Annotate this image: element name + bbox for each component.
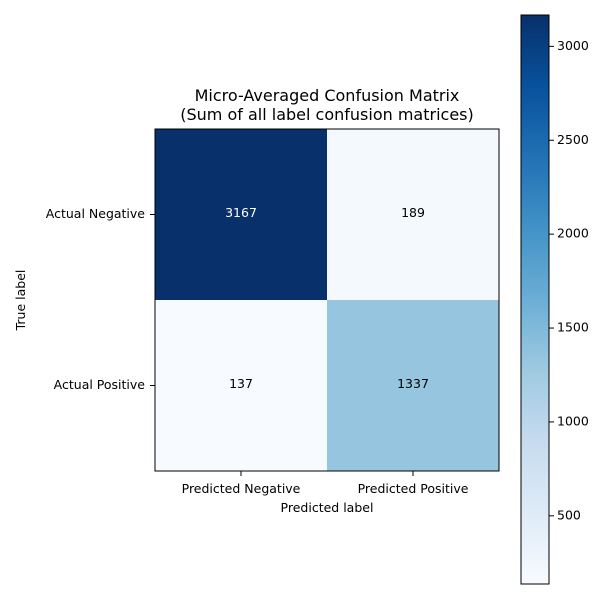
colorbar: [520, 14, 550, 585]
colorbar-tick-label: 500: [557, 507, 581, 522]
matrix-cells: [155, 129, 499, 471]
colorbar-tick-label: 3000: [557, 38, 589, 53]
matrix-cell-labels: 3167 189 137 1337: [225, 205, 429, 391]
cell-value-label: 3167: [225, 205, 257, 220]
colorbar-tick-label: 2500: [557, 132, 589, 147]
cell-value-label: 1337: [397, 376, 429, 391]
matrix-cell: [327, 129, 499, 300]
matrix-cell: [155, 129, 327, 300]
cell-value-label: 189: [401, 205, 425, 220]
chart-subtitle: (Sum of all label confusion matrices): [180, 105, 473, 124]
y-axis-label: True label: [13, 270, 28, 332]
y-tick-label: Actual Positive: [54, 377, 146, 392]
chart-title: Micro-Averaged Confusion Matrix: [195, 86, 460, 105]
matrix-cell: [155, 300, 327, 471]
x-axis-label: Predicted label: [281, 500, 374, 515]
colorbar-ticks: 500 1000 1500 2000 2500 3000: [549, 38, 589, 522]
matrix-cell: [327, 300, 499, 471]
y-tick-label: Actual Negative: [46, 206, 146, 221]
colorbar-tick-label: 1500: [557, 320, 589, 335]
plot-frame: [154, 128, 500, 472]
x-tick-label: Predicted Negative: [182, 481, 301, 496]
x-axis-ticks: Predicted Negative Predicted Positive: [182, 471, 469, 496]
x-tick-label: Predicted Positive: [358, 481, 469, 496]
y-axis-ticks: Actual Negative Actual Positive: [46, 206, 155, 392]
colorbar-tick-label: 2000: [557, 226, 589, 241]
cell-value-label: 137: [229, 376, 253, 391]
colorbar-tick-label: 1000: [557, 413, 589, 428]
